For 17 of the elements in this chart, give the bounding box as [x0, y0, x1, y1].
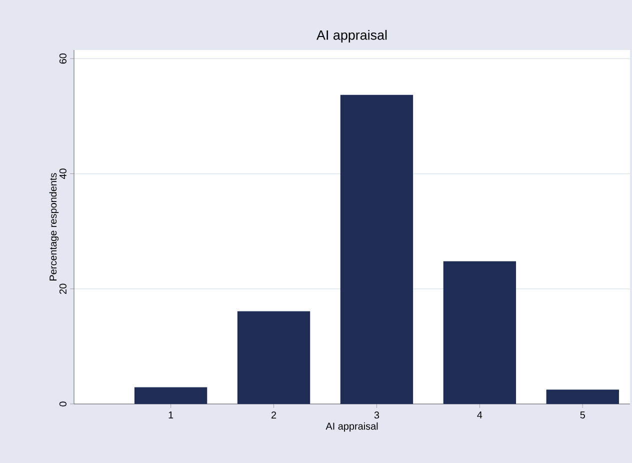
chart-title: AI appraisal — [316, 30, 387, 42]
bar — [134, 387, 208, 404]
bar — [546, 390, 619, 404]
y-tick-label: 60 — [59, 53, 66, 64]
x-tick-label: 5 — [580, 412, 585, 418]
y-tick-label: 0 — [59, 402, 66, 406]
x-axis-title: AI appraisal — [326, 422, 378, 432]
bar — [443, 261, 516, 404]
x-tick-label: 1 — [168, 412, 174, 418]
x-tick-label: 3 — [374, 412, 380, 419]
x-tick-label: 4 — [477, 412, 482, 418]
y-axis-title: Percentage respondents — [49, 173, 59, 280]
x-tick-label: 2 — [271, 412, 276, 418]
bar — [237, 311, 310, 404]
y-tick-label: 40 — [59, 168, 66, 180]
y-tick-label: 20 — [59, 284, 66, 294]
bar — [340, 94, 414, 404]
